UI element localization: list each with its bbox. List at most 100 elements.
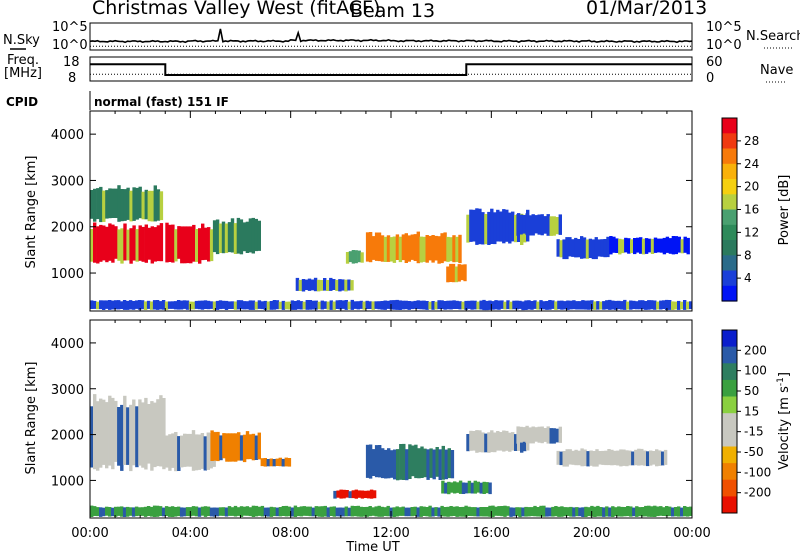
heatmap-cell	[467, 506, 471, 516]
nave-tick-bottom: 0	[706, 71, 714, 86]
colorbar-swatch	[722, 330, 737, 348]
heatmap-cell	[524, 300, 528, 310]
heatmap-cell	[197, 507, 202, 517]
heatmap-cell	[105, 402, 109, 469]
heatmap-cell	[549, 216, 553, 236]
heatmap-cell	[395, 234, 400, 260]
heatmap-cell	[593, 301, 597, 310]
heatmap-cell	[437, 236, 441, 264]
heatmap-cell	[105, 190, 109, 219]
heatmap-cell	[174, 229, 178, 262]
heatmap-cell	[120, 506, 124, 517]
heatmap-cell	[502, 430, 506, 452]
heatmap-cell	[236, 300, 241, 310]
heatmap-cell	[447, 448, 451, 479]
heatmap-cell	[656, 506, 660, 517]
heatmap-cell	[354, 250, 358, 264]
heatmap-cell	[469, 430, 473, 451]
heatmap-cell	[302, 506, 306, 516]
heatmap-cell	[554, 301, 558, 310]
power-panel-frame	[89, 110, 693, 312]
colorbar-swatch	[722, 496, 737, 514]
heatmap-cell	[632, 300, 636, 310]
heatmap-cell	[122, 300, 127, 310]
heatmap-cell	[242, 222, 247, 252]
heatmap-cell	[540, 214, 544, 236]
heatmap-cell	[429, 448, 433, 478]
heatmap-cell	[455, 482, 460, 493]
heatmap-cell	[156, 399, 160, 467]
heatmap-cell	[555, 428, 559, 443]
heatmap-cell	[377, 232, 382, 262]
heatmap-cell	[295, 277, 300, 291]
heatmap-cell	[341, 279, 345, 291]
heatmap-cell	[523, 434, 527, 452]
heatmap-cell	[275, 300, 280, 310]
heatmap-cell	[674, 507, 678, 517]
heatmap-cell	[683, 300, 687, 310]
power-colorbar-ticks: 28 24 20 16 12 8 4	[737, 134, 759, 285]
heatmap-cell	[662, 300, 666, 309]
heatmap-cell	[650, 506, 654, 517]
heatmap-cell	[565, 449, 569, 467]
heatmap-cell	[177, 226, 181, 259]
heatmap-cell	[248, 507, 253, 517]
heatmap-cell	[120, 228, 124, 264]
heatmap-cell	[380, 235, 385, 262]
heatmap-cell	[530, 507, 534, 517]
heatmap-cell	[621, 239, 625, 254]
heatmap-cell	[626, 506, 630, 517]
heatmap-cell	[422, 236, 426, 262]
heatmap-cell	[335, 300, 339, 309]
heatmap-cell	[514, 434, 518, 451]
heatmap-cell	[515, 300, 519, 310]
heatmap-cell	[140, 507, 145, 516]
heatmap-cell	[646, 451, 650, 467]
heatmap-cell	[239, 219, 244, 255]
heatmap-cell	[649, 450, 653, 466]
heatmap-cell	[641, 507, 645, 517]
heatmap-cell	[608, 507, 612, 517]
heatmap-cell	[197, 300, 202, 310]
heatmap-cell	[351, 250, 355, 264]
heatmap-cell	[213, 432, 217, 461]
heatmap-cell	[479, 300, 483, 310]
heatmap-cell	[404, 507, 408, 517]
heatmap-cell	[557, 506, 561, 517]
heatmap-cell	[410, 301, 414, 310]
heatmap-cell	[586, 451, 590, 467]
heatmap-cell	[374, 445, 379, 478]
heatmap-cell	[663, 449, 668, 465]
heatmap-cell	[656, 238, 661, 253]
heatmap-cell	[212, 301, 217, 310]
heatmap-cell	[245, 221, 250, 253]
y-tick-label: 2000	[51, 221, 84, 236]
heatmap-cell	[251, 217, 255, 254]
colorbar-swatch	[722, 479, 737, 497]
heatmap-cell	[159, 191, 164, 221]
heatmap-cell	[398, 507, 402, 516]
heatmap-cell	[524, 506, 528, 517]
heatmap-cell	[386, 235, 391, 262]
heatmap-cell	[90, 300, 94, 309]
heatmap-cell	[386, 505, 390, 517]
heatmap-cell	[378, 445, 382, 478]
heatmap-cell	[434, 235, 438, 261]
heatmap-cell	[293, 505, 298, 517]
heatmap-cell	[380, 301, 384, 310]
heatmap-cell	[396, 449, 400, 481]
heatmap-cell	[659, 506, 663, 516]
heatmap-cell	[634, 449, 638, 466]
heatmap-cell	[266, 507, 271, 517]
heatmap-cell	[500, 300, 504, 309]
nsky-label: N.Sky	[3, 33, 40, 48]
heatmap-cell	[134, 506, 139, 517]
heatmap-cell	[129, 404, 133, 472]
heatmap-cell	[525, 425, 529, 443]
heatmap-cell	[431, 235, 435, 263]
heatmap-cell	[197, 434, 202, 470]
heatmap-cell	[473, 300, 477, 310]
colorbar-swatch	[722, 463, 737, 481]
heatmap-cell	[578, 301, 582, 310]
